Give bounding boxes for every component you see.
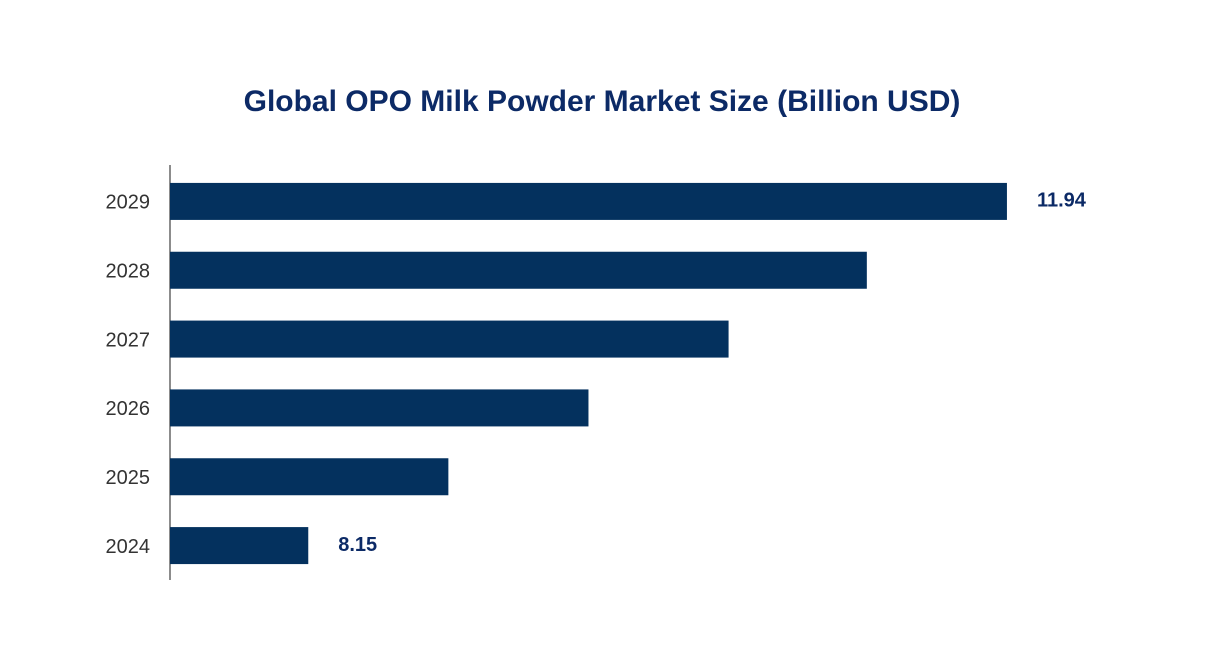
bar xyxy=(170,182,1007,220)
y-tick-label: 2024 xyxy=(106,536,151,558)
bar xyxy=(170,389,589,427)
bar xyxy=(170,251,867,289)
y-tick-label: 2026 xyxy=(106,398,151,420)
value-label: 11.94 xyxy=(1037,190,1087,212)
chart-title: Global OPO Milk Powder Market Size (Bill… xyxy=(244,85,961,118)
bar xyxy=(170,458,449,496)
bar xyxy=(170,320,729,358)
y-tick-label: 2027 xyxy=(106,329,151,351)
y-tick-label: 2029 xyxy=(106,192,151,214)
bar xyxy=(170,527,309,565)
value-label: 8.15 xyxy=(338,534,377,556)
y-tick-label: 2025 xyxy=(106,467,151,489)
y-tick-label: 2028 xyxy=(106,261,151,283)
